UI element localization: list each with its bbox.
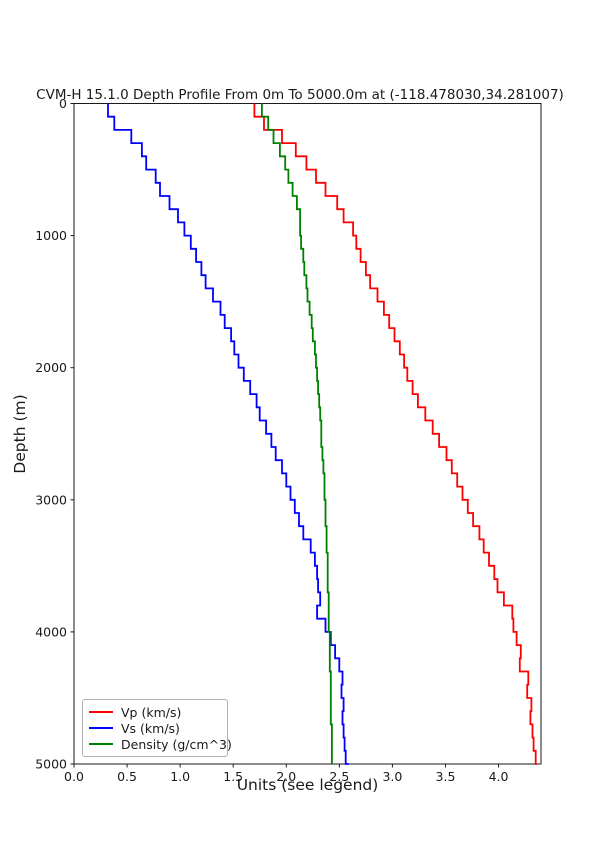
y-tick-label: 2000 bbox=[35, 360, 67, 375]
legend: Vp (km/s) Vs (km/s) Density (g/cm^3) bbox=[82, 699, 232, 757]
x-axis-label: Units (see legend) bbox=[236, 776, 379, 794]
y-tick-label: 0 bbox=[59, 96, 67, 111]
y-tick-label: 3000 bbox=[35, 492, 67, 507]
x-tick-label: 4.0 bbox=[489, 769, 509, 784]
density-line bbox=[261, 103, 333, 764]
y-tick-label: 1000 bbox=[35, 228, 67, 243]
plot-frame bbox=[73, 103, 542, 765]
y-tick-label: 4000 bbox=[35, 624, 67, 639]
legend-label-vs: Vs (km/s) bbox=[121, 720, 180, 736]
vs-line bbox=[107, 103, 349, 765]
x-tick-label: 0.5 bbox=[117, 769, 137, 784]
x-tick-label: 2.0 bbox=[276, 769, 296, 784]
legend-label-vp: Vp (km/s) bbox=[121, 704, 182, 720]
legend-label-density: Density (g/cm^3) bbox=[121, 736, 232, 752]
x-tick-label: 2.5 bbox=[329, 769, 349, 784]
x-tick-label: 0.0 bbox=[64, 769, 84, 784]
y-tick-label: 5000 bbox=[35, 757, 67, 772]
vp-legend-line-icon bbox=[89, 711, 113, 713]
vp-line bbox=[253, 103, 537, 765]
density-legend-line-icon bbox=[89, 743, 113, 745]
x-tick-label: 1.5 bbox=[223, 769, 243, 784]
x-tick-label: 3.5 bbox=[436, 769, 456, 784]
vs-legend-line-icon bbox=[89, 727, 113, 729]
legend-item-density: Density (g/cm^3) bbox=[89, 736, 232, 752]
legend-item-vs: Vs (km/s) bbox=[89, 720, 220, 736]
x-tick-label: 3.0 bbox=[382, 769, 402, 784]
chart-title: CVM-H 15.1.0 Depth Profile From 0m To 50… bbox=[36, 87, 564, 103]
x-tick-label: 1.0 bbox=[170, 769, 190, 784]
legend-item-vp: Vp (km/s) bbox=[89, 704, 220, 720]
